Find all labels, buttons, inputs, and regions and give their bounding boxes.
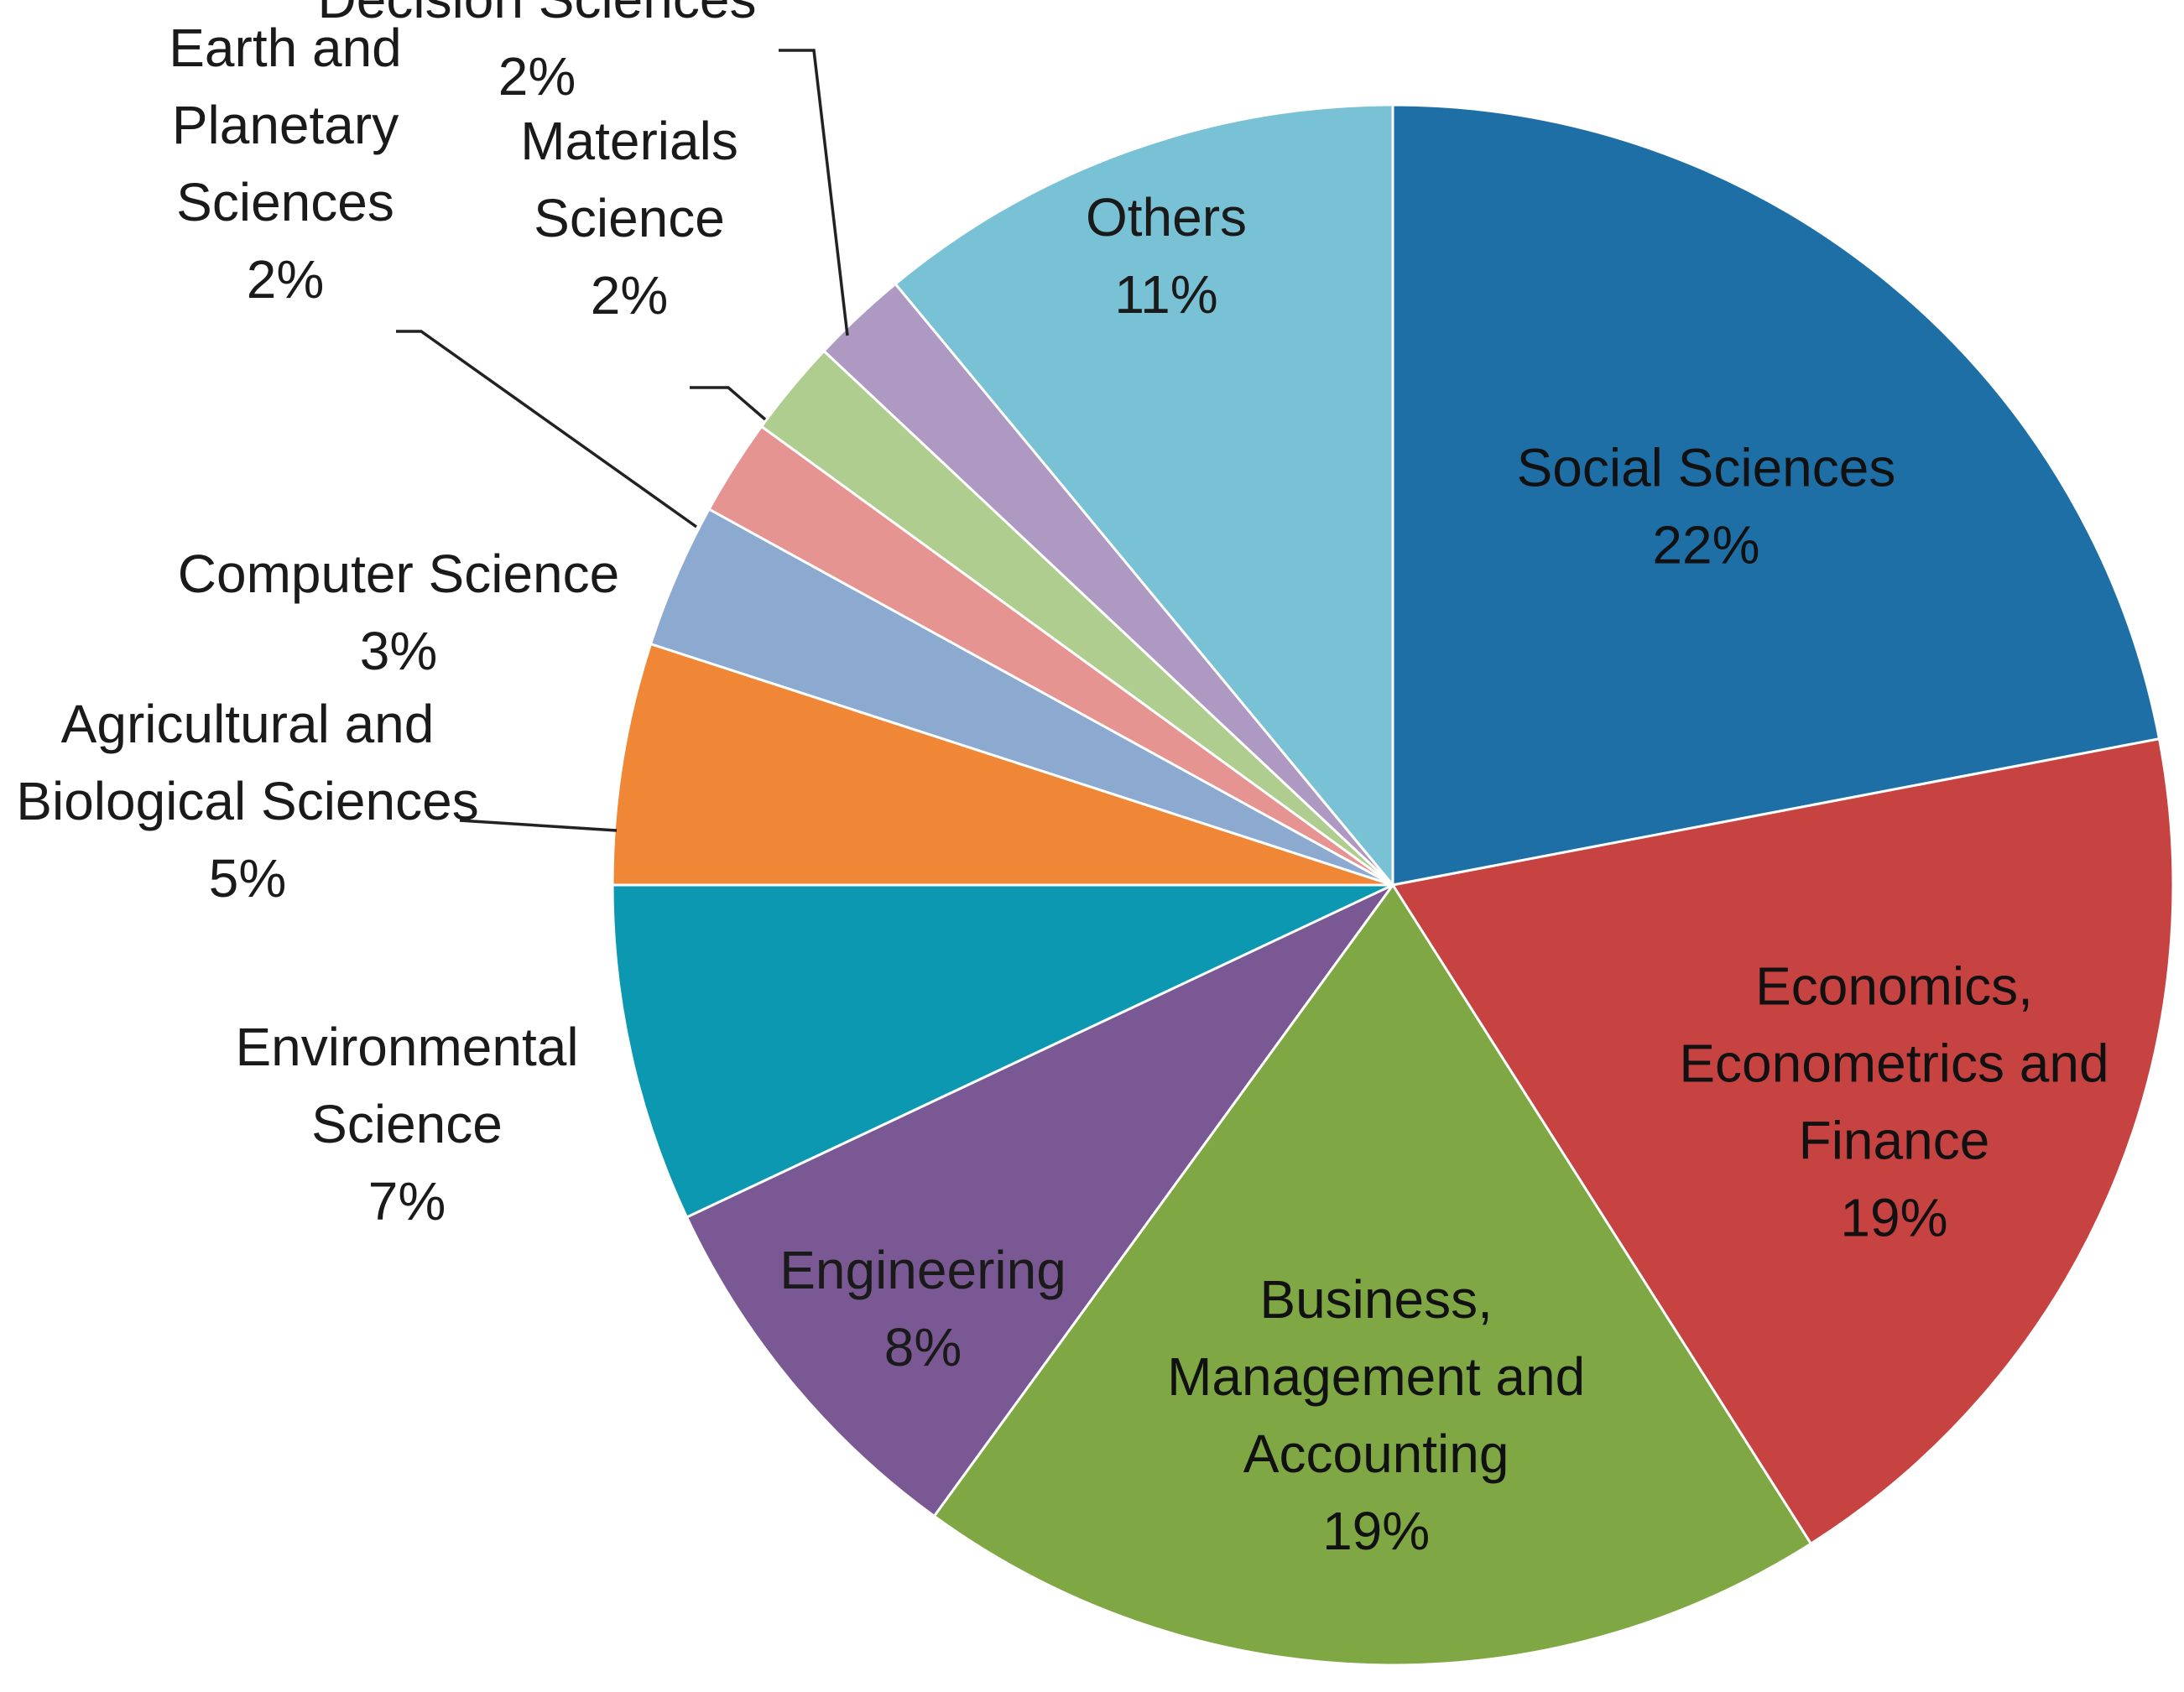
slice-name-line: Agricultural and [61,694,435,754]
slice-label-computer-science: Computer Science 3% [178,544,619,681]
slice-name-line: Econometrics and [1679,1033,2108,1094]
slice-name-line: Engineering [779,1240,1066,1300]
slice-value-label: 7% [368,1171,446,1231]
pie-slice-business-management-and-accounting [932,882,1813,1667]
slice-value-label: 22% [1652,515,1759,575]
slice-label-business-management-and-accounting: Business, Management and Accounting 19% [1167,1269,1585,1561]
slice-label-materials-science: Materials Science 2% [520,111,738,325]
pie-slice-social-sciences [1391,103,2161,887]
labels-layer: Social Sciences 22% Economics, Econometrics… [16,0,2108,1561]
slice-name-line: Economics, [1755,956,2033,1017]
slice-value-label: 2% [591,265,669,325]
slice-name-line: Others [1086,187,1247,247]
slice-label-economics-econometrics-and-finance: Economics, Econometrics and Finance 19% [1679,956,2108,1248]
slice-label-others: Others 11% [1086,187,1247,325]
slice-name-line: Planetary [172,95,399,155]
slice-value-label: 11% [1114,264,1217,325]
slice-value-label: 5% [209,848,287,908]
slices-layer [611,103,2175,1667]
slice-label-environmental-science: Environmental Science 7% [235,1017,578,1231]
slice-name-line: Science [311,1094,503,1154]
slice-label-social-sciences: Social Sciences 22% [1517,438,1896,575]
slice-name-line: Sciences [176,172,394,232]
slice-name-line: Biological Sciences [16,771,478,831]
slice-name-line: Decision Sciences [318,0,757,29]
slice-value-label: 2% [498,46,576,107]
slice-value-label: 19% [1322,1501,1430,1561]
pie-slice-engineering [685,883,1394,1518]
slice-name-line: Finance [1799,1111,1990,1171]
slice-value-label: 19% [1840,1188,1947,1248]
slice-value-label: 3% [360,621,438,681]
slice-value-label: 8% [884,1317,962,1377]
leader-lines-layer [396,49,849,832]
pie-slice-economics-econometrics-and-finance [1390,737,2175,1546]
leader-line-earth-and-planetary-sciences [396,330,698,528]
slice-name-line: Management and [1167,1346,1585,1407]
slice-name-line: Social Sciences [1517,438,1896,498]
slice-name-line: Materials [520,111,738,171]
slice-value-label: 2% [247,249,325,310]
slice-label-engineering: Engineering 8% [779,1240,1066,1377]
slice-label-decision-sciences: Decision Sciences 2% [318,0,757,107]
leader-line-decision-sciences [779,49,849,336]
slice-label-earth-and-planetary-sciences: Earth and Planetary Sciences 2% [169,18,402,310]
slice-name-line: Business, [1259,1269,1492,1330]
leader-line-materials-science [690,386,767,421]
pie-slice-environmental-science [611,883,1394,1219]
slice-name-line: Earth and [169,18,402,78]
slice-name-line: Accounting [1243,1424,1509,1484]
slice-name-line: Science [534,188,725,248]
slice-name-line: Environmental [235,1017,578,1077]
slice-label-agricultural-and-biological-sciences: Agricultural and Biological Sciences 5% [16,694,478,908]
slice-name-line: Computer Science [178,544,619,604]
pie-slice-others [894,103,1394,889]
leader-line-agricultural-and-biological-sciences [459,819,618,832]
pie-slice-agricultural-and-biological-sciences [611,642,1394,887]
